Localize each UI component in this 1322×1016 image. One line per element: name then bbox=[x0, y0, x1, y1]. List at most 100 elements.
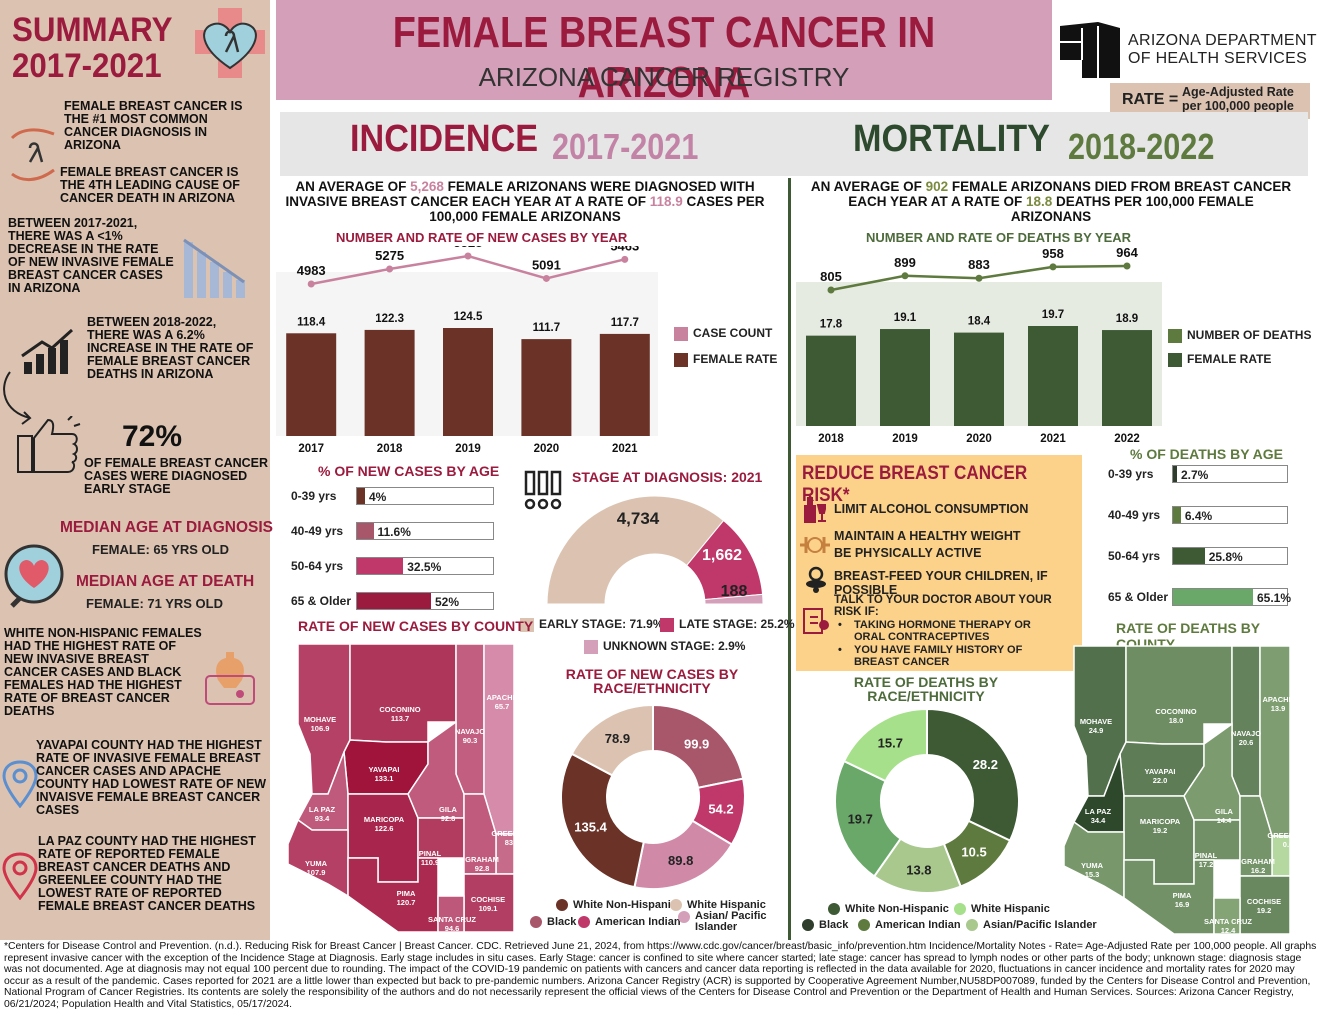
incidence-race-donut: 99.9 54.2 89.8 135.4 78.9 bbox=[560, 703, 746, 890]
pacifier-icon bbox=[806, 566, 826, 593]
age-bar: 11.6% bbox=[356, 522, 494, 540]
county-value: 16.9 bbox=[1175, 900, 1190, 909]
heart-magnifier-icon bbox=[4, 544, 64, 608]
county-value: 107.9 bbox=[307, 868, 326, 877]
legend-inc-wh: White Hispanic bbox=[670, 899, 766, 912]
county-value: 18.0 bbox=[1169, 716, 1184, 725]
adhs-logo-icon bbox=[1060, 22, 1120, 78]
county-shape bbox=[455, 643, 485, 795]
rate-label: 19.1 bbox=[894, 312, 917, 324]
county-name: COCONINO bbox=[1155, 707, 1196, 716]
stage-slice bbox=[546, 495, 725, 605]
median-age-death: FEMALE: 71 YRS OLD bbox=[86, 596, 224, 611]
age-label: 65 & Older bbox=[291, 594, 352, 608]
county-value: 19.2 bbox=[1257, 906, 1272, 915]
race-value: 28.2 bbox=[973, 757, 998, 772]
year-tick-label: 2022 bbox=[1114, 433, 1140, 445]
fact-leading-cause: FEMALE BREAST CANCER IS THE 4TH LEADING … bbox=[60, 165, 240, 205]
county-value: 94.6 bbox=[445, 924, 460, 933]
age-bar-fill bbox=[1173, 589, 1253, 605]
incidence-year-chart-title: NUMBER AND RATE OF NEW CASES BY YEAR bbox=[336, 230, 628, 245]
summary-title: SUMMARY 2017-2021 bbox=[12, 11, 173, 85]
incidence-race-title: RATE OF NEW CASES BY RACE/ETHNICITY bbox=[565, 666, 739, 696]
legend-female-rate: FEMALE RATE bbox=[674, 352, 777, 367]
section-header-band bbox=[280, 112, 1308, 176]
fact-most-common: FEMALE BREAST CANCER IS THE #1 MOST COMM… bbox=[64, 99, 243, 152]
rate-label: 111.7 bbox=[533, 322, 561, 334]
rate-label: 18.4 bbox=[968, 316, 991, 328]
rate-bar bbox=[521, 339, 572, 436]
incidence-years: 2017-2021 bbox=[552, 126, 699, 167]
legend-inc-ai: American Indian bbox=[578, 916, 681, 929]
stage-slice bbox=[704, 593, 764, 605]
county-name: YAVAPAI bbox=[369, 765, 400, 774]
county-name: NAVAJO bbox=[455, 727, 485, 736]
county-name: LA PAZ bbox=[309, 805, 336, 814]
race-value: 19.7 bbox=[848, 811, 873, 826]
county-name: SANTA CRUZ bbox=[1204, 917, 1252, 926]
age-label: 40-49 yrs bbox=[1108, 508, 1161, 522]
age-bar: 6.4% bbox=[1172, 506, 1288, 524]
count-label: 958 bbox=[1042, 246, 1064, 261]
scale-icon bbox=[800, 537, 830, 553]
county-name: PIMA bbox=[397, 889, 416, 898]
legend-mor-api: Asian/Pacific Islander bbox=[966, 919, 1097, 932]
median-age-diagnosis: FEMALE: 65 YRS OLD bbox=[92, 542, 230, 557]
fact-county-mortality: LA PAZ COUNTY HAD THE HIGHEST RATE OF RE… bbox=[38, 834, 256, 913]
age-value: 6.4% bbox=[1184, 509, 1213, 523]
heart-cross-icon bbox=[195, 8, 265, 78]
county-name: GRAHAM bbox=[1241, 857, 1275, 866]
wine-bottle-icon bbox=[804, 497, 826, 523]
count-label: 964 bbox=[1116, 246, 1138, 260]
county-name: PINAL bbox=[1195, 851, 1218, 860]
county-value: 90.3 bbox=[463, 736, 478, 745]
summary-sidebar bbox=[0, 0, 270, 940]
age-value: 32.5% bbox=[407, 560, 442, 574]
legend-mor-wh: White Hispanic bbox=[954, 903, 1050, 916]
county-value: 16.2 bbox=[1251, 866, 1266, 875]
age-label: 0-39 yrs bbox=[1108, 467, 1154, 481]
year-tick-label: 2021 bbox=[1040, 433, 1066, 445]
age-bar: 52% bbox=[356, 592, 494, 610]
county-name: SANTA CRUZ bbox=[428, 915, 476, 924]
age-label: 65 & Older bbox=[1108, 590, 1169, 604]
age-value: 11.6% bbox=[377, 525, 411, 539]
stage-donut-chart: 4,734 1,662 188 bbox=[546, 495, 764, 605]
legend-mortality-rate: FEMALE RATE bbox=[1168, 352, 1271, 367]
count-point bbox=[1123, 262, 1131, 270]
rate-bar bbox=[1028, 326, 1078, 426]
county-value: 0.0 bbox=[1283, 840, 1293, 849]
race-value: 54.2 bbox=[708, 802, 733, 817]
county-shape bbox=[483, 643, 515, 835]
race-slice bbox=[560, 752, 645, 889]
county-value: 93.4 bbox=[315, 814, 330, 823]
rate-bar bbox=[443, 328, 493, 436]
footnote: *Centers for Disease Control and Prevent… bbox=[4, 941, 1317, 1010]
age-bar-fill bbox=[357, 523, 374, 539]
rate-label: 19.7 bbox=[1042, 309, 1064, 321]
county-value: 14.4 bbox=[1217, 816, 1232, 825]
risk-reduction-box: REDUCE BREAST CANCER RISK* LIMIT ALCOHOL… bbox=[796, 455, 1082, 671]
age-value: 25.8% bbox=[1208, 550, 1243, 564]
county-shape bbox=[1213, 897, 1241, 935]
age-bar-fill bbox=[1173, 507, 1181, 523]
mortality-year-chart: 17.8 2018 19.1 2019 18.4 2020 19.7 2021 18.9 2022… bbox=[796, 246, 1162, 445]
county-name: GREENLEE bbox=[1267, 831, 1308, 840]
section-divider bbox=[788, 178, 791, 940]
county-value: 15.3 bbox=[1085, 870, 1100, 879]
year-tick-label: 2020 bbox=[534, 443, 560, 455]
header-banner: FEMALE BREAST CANCER IN ARIZONA ARIZONA … bbox=[276, 0, 1052, 107]
county-shape bbox=[1125, 645, 1233, 745]
county-value: 133.1 bbox=[375, 774, 394, 783]
legend-inc-api: Asian/ Pacific Islander bbox=[678, 911, 778, 933]
age-bar-fill bbox=[357, 558, 404, 574]
age-bar-fill bbox=[1173, 466, 1177, 482]
curved-arrow-icon bbox=[3, 371, 32, 425]
year-tick-label: 2018 bbox=[377, 443, 403, 455]
county-value: 122.6 bbox=[375, 824, 394, 833]
county-value: 65.7 bbox=[495, 702, 510, 711]
race-value: 78.9 bbox=[605, 731, 630, 746]
age-bar: 32.5% bbox=[356, 557, 494, 575]
county-value: 20.6 bbox=[1239, 738, 1254, 747]
age-bar: 2.7% bbox=[1172, 465, 1288, 483]
